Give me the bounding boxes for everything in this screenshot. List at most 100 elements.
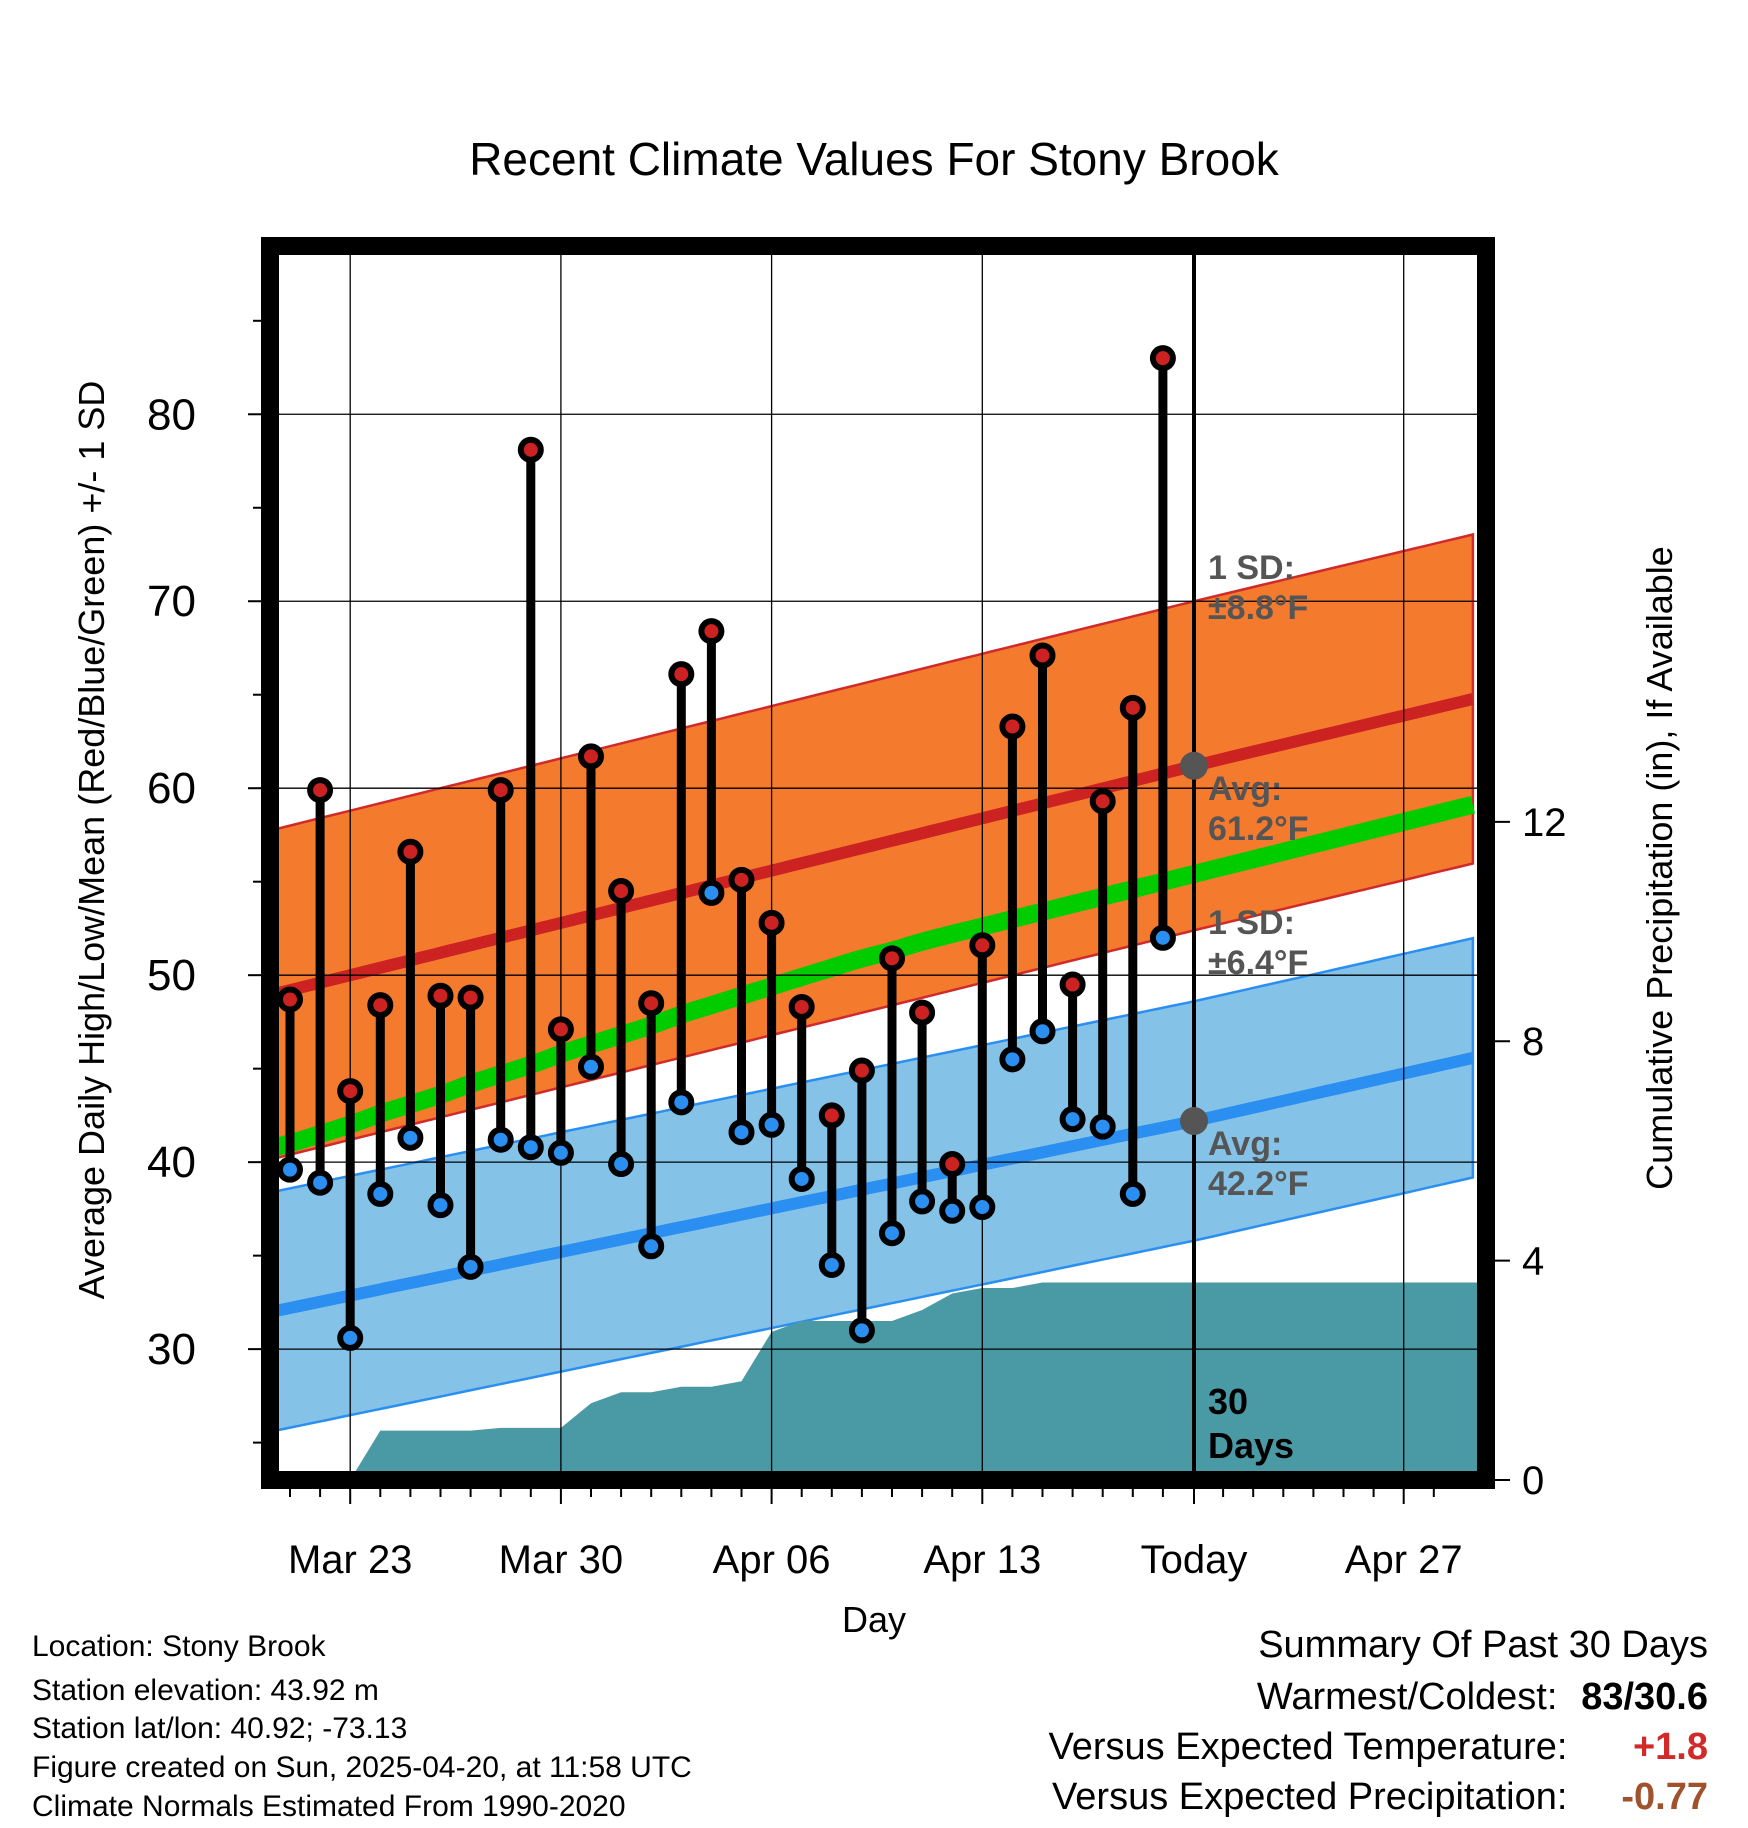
daily-high-point	[1149, 345, 1176, 372]
temperature-value: +1.8	[1632, 1726, 1708, 1768]
x-tick-label: Apr 27	[1345, 1538, 1463, 1582]
daily-low-point	[999, 1046, 1026, 1073]
x-tick-label: Apr 13	[923, 1538, 1041, 1582]
daily-high-point	[818, 1102, 845, 1129]
daily-low-point	[608, 1151, 635, 1178]
daily-high-point	[879, 945, 905, 972]
summary-warmest-row: Warmest/Coldest: 83/30.6	[1257, 1676, 1708, 1719]
daily-high-point	[638, 990, 665, 1017]
daily-low-point	[788, 1165, 815, 1192]
daily-low-point	[909, 1188, 936, 1215]
daily-low-point	[547, 1139, 574, 1166]
daily-low-point	[367, 1180, 394, 1207]
daily-high-point	[1029, 642, 1056, 669]
daily-high-point	[848, 1057, 875, 1084]
x-axis-label: Day	[842, 1599, 906, 1640]
summary-precipitation-row: Versus Expected Precipitation: -0.77	[1052, 1776, 1708, 1819]
x-tick-label: Mar 23	[288, 1538, 413, 1582]
created-text: Figure created on Sun, 2025-04-20, at 11…	[32, 1751, 692, 1784]
x-tick-label: Apr 06	[713, 1538, 831, 1582]
daily-low-point	[277, 1156, 303, 1183]
daily-high-point	[487, 777, 514, 804]
daily-low-point	[307, 1169, 334, 1196]
daily-low-point	[517, 1134, 544, 1161]
daily-high-point	[698, 618, 725, 645]
daily-high-point	[728, 866, 755, 893]
daily-high-point	[758, 909, 785, 936]
high-sd-annotation-line: ±8.8°F	[1208, 589, 1308, 627]
location-text: Location: Stony Brook	[32, 1630, 326, 1663]
daily-low-point	[578, 1053, 604, 1080]
normals-text: Climate Normals Estimated From 1990-2020	[32, 1790, 626, 1823]
daily-high-point	[1059, 971, 1086, 998]
chart-title: Recent Climate Values For Stony Brook	[469, 133, 1280, 185]
daily-low-point	[848, 1317, 875, 1344]
daily-low-point	[397, 1124, 424, 1151]
y-tick-label: 60	[147, 764, 196, 813]
elevation-text: Station elevation: 43.92 m	[32, 1674, 379, 1707]
daily-low-point	[1119, 1180, 1146, 1207]
latlon-text: Station lat/lon: 40.92; -73.13	[32, 1712, 408, 1745]
daily-high-point	[668, 661, 695, 688]
days-annotation-line: Days	[1208, 1425, 1294, 1466]
daily-high-point	[397, 838, 424, 865]
daily-high-point	[578, 743, 604, 770]
high-sd-annotation-line: 1 SD:	[1208, 549, 1295, 587]
x-tick-label: Today	[1141, 1538, 1248, 1582]
y2-tick-label: 12	[1522, 801, 1567, 845]
high-avg-annotation-line: 61.2°F	[1208, 810, 1309, 848]
daily-low-point	[698, 879, 725, 906]
daily-low-point	[457, 1253, 484, 1280]
daily-high-point	[277, 986, 303, 1013]
summary-temperature-row: Versus Expected Temperature: +1.8	[1049, 1726, 1708, 1769]
daily-high-point	[547, 1016, 574, 1043]
y2-tick-label: 4	[1522, 1240, 1544, 1284]
daily-high-point	[788, 993, 815, 1020]
daily-low-point	[758, 1111, 785, 1138]
daily-low-point	[487, 1126, 514, 1153]
daily-low-point	[939, 1197, 966, 1224]
today-low-marker	[1180, 1107, 1208, 1136]
plot-frame	[261, 237, 1495, 1489]
y-tick-label: 50	[147, 951, 196, 1000]
y-tick-label: 40	[147, 1138, 196, 1187]
daily-low-point	[668, 1089, 695, 1116]
daily-high-point	[307, 777, 334, 804]
daily-high-point	[517, 436, 544, 463]
daily-high-point	[1089, 788, 1116, 815]
high-avg-annotation-line: Avg:	[1208, 770, 1282, 808]
low-avg-annotation-line: Avg:	[1208, 1125, 1282, 1163]
daily-low-point	[1059, 1106, 1086, 1133]
low-avg-annotation-line: 42.2°F	[1208, 1165, 1309, 1203]
x-tick-label: Mar 30	[499, 1538, 624, 1582]
y2-tick-label: 8	[1522, 1020, 1544, 1064]
precipitation-area	[270, 1282, 1483, 1480]
y-tick-label: 30	[147, 1325, 196, 1374]
normal-high-line	[270, 693, 1475, 1002]
precipitation-label: Versus Expected Precipitation:	[1052, 1776, 1568, 1818]
precipitation-value: -0.77	[1621, 1776, 1708, 1818]
daily-low-point	[969, 1194, 996, 1221]
daily-high-point	[999, 713, 1026, 740]
daily-high-point	[427, 982, 454, 1009]
daily-high-point	[1119, 694, 1146, 721]
y-axis-label: Average Daily High/Low/Mean (Red/Blue/Gr…	[71, 381, 112, 1300]
low-sd-annotation-line: ±6.4°F	[1208, 944, 1308, 982]
y2-tick-label: 0	[1522, 1459, 1544, 1503]
y-tick-label: 70	[147, 577, 196, 626]
daily-low-point	[1089, 1113, 1116, 1140]
daily-high-point	[969, 932, 996, 959]
y2-axis-label: Cumulative Precipitation (in), If Availa…	[1639, 546, 1680, 1190]
daily-high-point	[337, 1078, 364, 1105]
daily-low-point	[1029, 1018, 1056, 1045]
warmest-label: Warmest/Coldest:	[1256, 1676, 1558, 1718]
temperature-label: Versus Expected Temperature:	[1048, 1726, 1568, 1768]
warmest-value: 83/30.6	[1581, 1676, 1708, 1718]
daily-low-point	[337, 1324, 364, 1351]
daily-high-point	[457, 984, 484, 1011]
daily-high-point	[608, 878, 635, 905]
y-tick-label: 80	[147, 390, 196, 439]
daily-high-point	[939, 1151, 966, 1178]
